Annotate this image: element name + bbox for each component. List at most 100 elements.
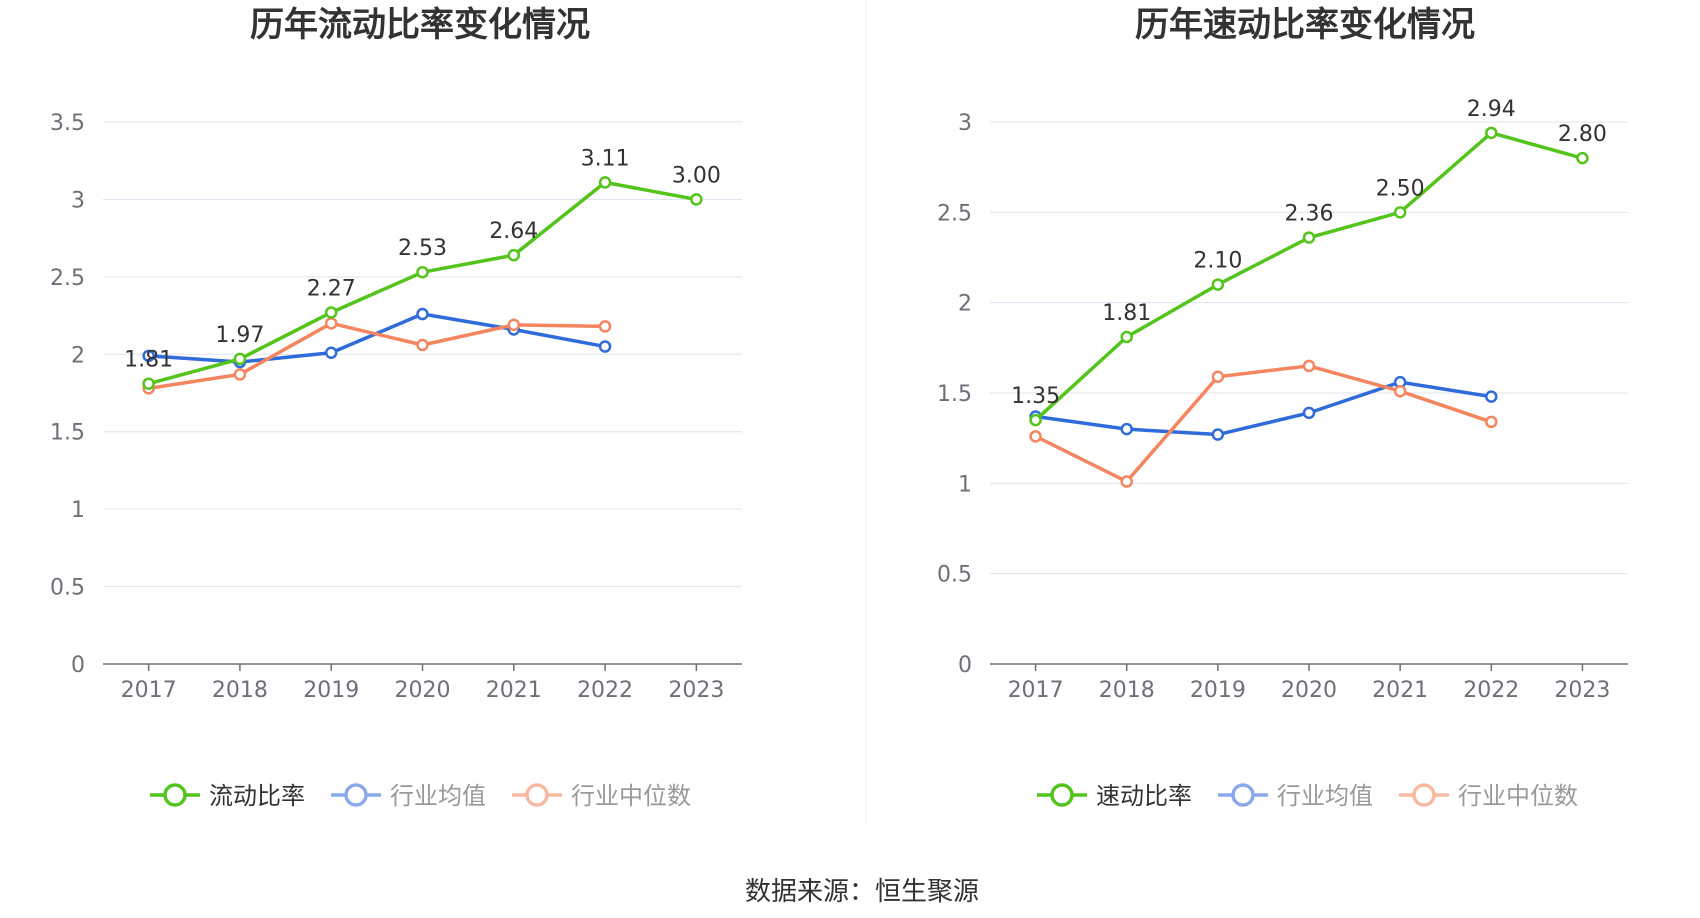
data-label: 1.81 xyxy=(1102,301,1151,326)
data-point-median xyxy=(1302,359,1316,373)
data-label: 1.35 xyxy=(1011,384,1060,409)
data-point-main xyxy=(690,193,703,206)
y-tick-label: 3 xyxy=(71,188,85,213)
data-point-median xyxy=(1485,415,1498,429)
x-tick-label: 2018 xyxy=(1099,678,1155,703)
data-point-main xyxy=(598,176,612,189)
data-point-median xyxy=(324,317,338,330)
x-tick-label: 2020 xyxy=(1281,678,1337,703)
y-tick-label: 3 xyxy=(958,111,972,136)
legend-item-main: 速动比率 xyxy=(1037,782,1192,810)
series-line-main xyxy=(1034,131,1583,422)
data-label: 3.11 xyxy=(581,146,630,171)
data-point-avg xyxy=(598,340,612,353)
data-point-main xyxy=(233,352,247,366)
data-point-avg xyxy=(1120,422,1133,436)
legend-item-main: 流动比率 xyxy=(150,782,305,810)
data-point-median xyxy=(1029,430,1042,443)
chart-title: 历年速动比率变化情况 xyxy=(1135,5,1475,45)
data-label: 2.27 xyxy=(307,276,356,301)
data-point-main xyxy=(1211,278,1225,291)
legend-label: 行业均值 xyxy=(1277,782,1373,810)
legend-label: 行业中位数 xyxy=(571,782,691,810)
data-point-avg xyxy=(1302,406,1316,420)
legend-label: 行业均值 xyxy=(390,782,486,810)
y-tick-label: 2.5 xyxy=(937,201,972,226)
y-tick-label: 0 xyxy=(958,653,972,678)
data-point-avg xyxy=(142,349,155,363)
series-line-avg xyxy=(1035,380,1492,437)
data-point-main xyxy=(1576,151,1589,165)
data-point-median xyxy=(598,320,612,333)
data-point-main xyxy=(416,265,429,279)
legend-label: 速动比率 xyxy=(1096,782,1192,810)
x-tick-label: 2018 xyxy=(212,678,268,703)
legend-marker xyxy=(163,783,187,807)
legend-marker xyxy=(1412,783,1436,807)
data-point-main xyxy=(1485,126,1498,140)
chart-title: 历年流动比率变化情况 xyxy=(250,5,590,45)
data-source-note: 数据来源：恒生聚源 xyxy=(745,877,979,907)
y-tick-label: 1.5 xyxy=(50,421,85,446)
data-point-avg xyxy=(1211,428,1225,441)
data-point-median xyxy=(416,338,429,352)
legend-item-avg: 行业均值 xyxy=(331,782,486,810)
data-point-median xyxy=(1393,384,1407,398)
data-point-main xyxy=(324,306,338,319)
legend-marker xyxy=(1231,783,1255,807)
y-tick-label: 0.5 xyxy=(50,576,85,601)
quick-ratio-chart: 历年速动比率变化情况 0 0.5 1 1.5 2 2.5 3 2017 2018 2019 2020 2… xyxy=(937,5,1628,810)
y-tick-label: 2.5 xyxy=(50,266,85,291)
data-label: 2.50 xyxy=(1376,176,1425,201)
data-point-median xyxy=(1120,475,1133,488)
legend-marker xyxy=(1050,783,1074,807)
legend-marker xyxy=(525,783,549,807)
data-point-main xyxy=(1393,206,1407,219)
legend-item-median: 行业中位数 xyxy=(1399,782,1578,810)
legend-item-avg: 行业均值 xyxy=(1218,782,1373,810)
x-tick-label: 2019 xyxy=(303,678,359,703)
data-label: 1.97 xyxy=(215,323,264,348)
x-tick-label: 2017 xyxy=(121,678,177,703)
x-tick-label: 2020 xyxy=(395,678,451,703)
legend-label: 流动比率 xyxy=(209,782,305,810)
data-point-main xyxy=(142,377,155,390)
y-tick-label: 2 xyxy=(958,292,972,317)
series-line-median xyxy=(1034,364,1492,484)
data-point-median xyxy=(1211,370,1225,383)
data-point-avg xyxy=(1485,390,1498,403)
series-line-main xyxy=(148,180,697,386)
data-label: 2.10 xyxy=(1193,249,1242,274)
x-tick-label: 2017 xyxy=(1008,678,1064,703)
y-tick-label: 1.5 xyxy=(937,382,972,407)
data-point-main xyxy=(507,248,521,262)
data-label: 1.81 xyxy=(124,348,173,373)
y-tick-label: 1 xyxy=(958,472,972,497)
y-tick-label: 0.5 xyxy=(937,563,972,588)
x-tick-label: 2023 xyxy=(668,678,724,703)
x-tick-label: 2021 xyxy=(486,678,542,703)
legend-label: 行业中位数 xyxy=(1458,782,1578,810)
data-label: 3.00 xyxy=(672,163,721,188)
data-point-median xyxy=(507,318,521,332)
data-label: 2.64 xyxy=(489,219,538,244)
x-tick-label: 2022 xyxy=(577,678,633,703)
x-tick-label: 2019 xyxy=(1190,678,1246,703)
y-tick-label: 3.5 xyxy=(50,111,85,136)
data-label: 2.36 xyxy=(1285,202,1334,227)
data-label: 2.80 xyxy=(1558,122,1607,147)
data-point-avg xyxy=(416,307,429,321)
data-point-main xyxy=(1029,413,1042,427)
x-tick-label: 2021 xyxy=(1372,678,1428,703)
legend-item-median: 行业中位数 xyxy=(512,782,691,810)
series-line-median xyxy=(148,321,606,391)
y-tick-label: 1 xyxy=(71,498,85,523)
data-point-median xyxy=(233,368,247,381)
x-tick-label: 2023 xyxy=(1554,678,1610,703)
data-point-avg xyxy=(324,346,338,359)
data-label: 2.94 xyxy=(1467,97,1516,122)
data-label: 2.53 xyxy=(398,236,447,261)
